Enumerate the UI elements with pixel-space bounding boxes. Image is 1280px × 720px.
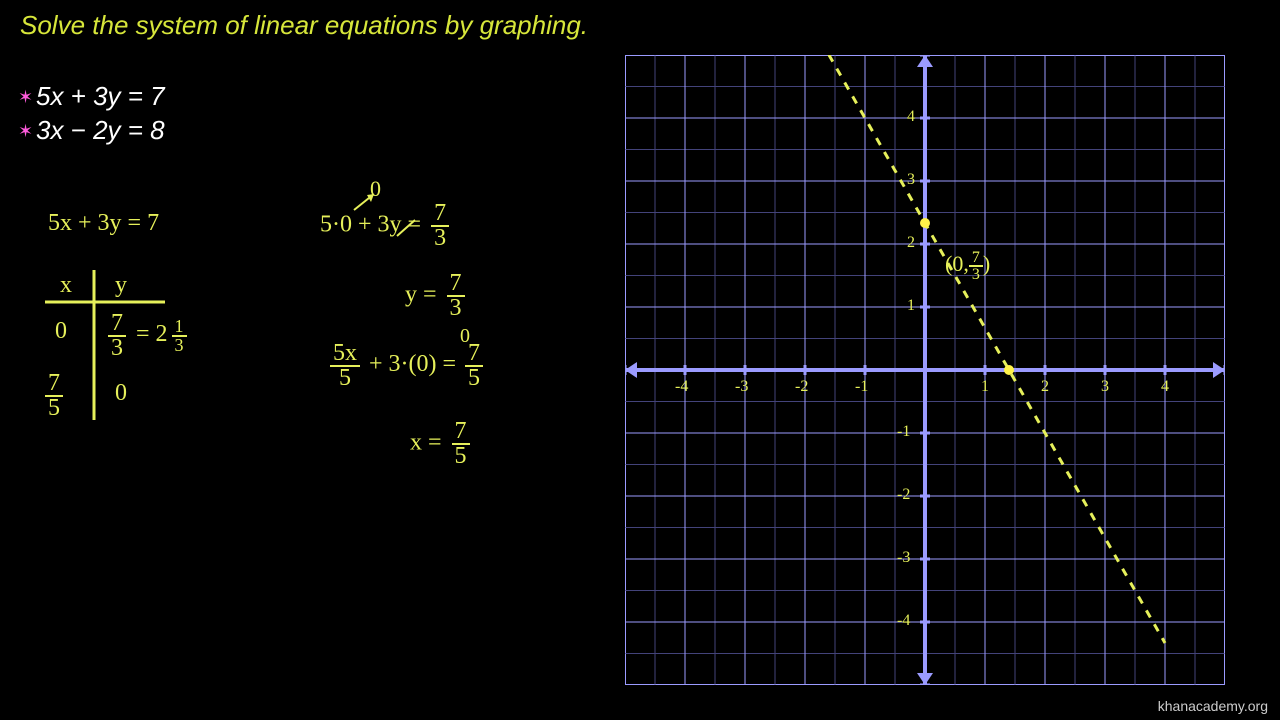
y-axis-label: -1: [897, 423, 910, 441]
equation-2: ✶ 3x − 2y = 8: [24, 114, 165, 148]
y-axis-label: 2: [907, 234, 915, 252]
table-header-y: y: [115, 272, 127, 299]
table-vline: [92, 270, 96, 420]
page-title: Solve the system of linear equations by …: [20, 10, 588, 41]
y-axis-label: -4: [897, 612, 910, 630]
table-r2c2: 0: [115, 380, 127, 407]
bullet-icon: ✶: [18, 86, 33, 109]
calc2: y = 73: [405, 272, 465, 320]
x-axis-label: 1: [981, 378, 989, 396]
y-axis-label: 3: [907, 171, 915, 189]
x-axis-label: -4: [675, 378, 688, 396]
x-axis-label: -1: [855, 378, 868, 396]
equation-1: ✶ 5x + 3y = 7: [24, 80, 165, 114]
table-r1c2: 73 = 213: [108, 312, 187, 360]
point-label: (0,73): [945, 250, 990, 282]
x-axis-label: -3: [735, 378, 748, 396]
y-axis-label: -3: [897, 549, 910, 567]
x-axis-label: 2: [1041, 378, 1049, 396]
bullet-icon: ✶: [18, 120, 33, 143]
calc3: 5x5 + 3·(0) = 75: [330, 342, 483, 390]
y-axis-label: -2: [897, 486, 910, 504]
table-header-x: x: [60, 272, 72, 299]
table-hline: [45, 300, 165, 304]
strike-1: [395, 218, 435, 242]
graph: [625, 55, 1225, 685]
table-r2c1: 75: [45, 372, 63, 420]
equation-list: ✶ 5x + 3y = 7 ✶ 3x − 2y = 8: [24, 80, 165, 148]
x-axis-label: 3: [1101, 378, 1109, 396]
x-axis-label: 4: [1161, 378, 1169, 396]
x-axis-label: -2: [795, 378, 808, 396]
table-r1c1: 0: [55, 318, 67, 345]
watermark: khanacademy.org: [1158, 698, 1268, 714]
work-eq: 5x + 3y = 7: [48, 210, 159, 237]
y-axis-label: 4: [907, 108, 915, 126]
y-axis-label: 1: [907, 297, 915, 315]
calc4: x = 75: [410, 420, 470, 468]
